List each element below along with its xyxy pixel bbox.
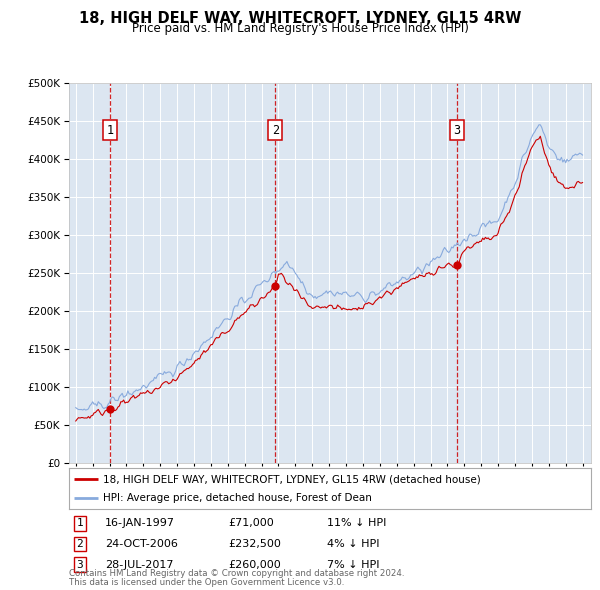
Text: Price paid vs. HM Land Registry's House Price Index (HPI): Price paid vs. HM Land Registry's House … <box>131 22 469 35</box>
Text: £260,000: £260,000 <box>228 560 281 569</box>
Text: 2: 2 <box>76 539 83 549</box>
Text: Contains HM Land Registry data © Crown copyright and database right 2024.: Contains HM Land Registry data © Crown c… <box>69 569 404 578</box>
Text: 11% ↓ HPI: 11% ↓ HPI <box>327 519 386 528</box>
Text: £71,000: £71,000 <box>228 519 274 528</box>
Text: This data is licensed under the Open Government Licence v3.0.: This data is licensed under the Open Gov… <box>69 578 344 587</box>
Text: 3: 3 <box>76 560 83 569</box>
Text: 16-JAN-1997: 16-JAN-1997 <box>105 519 175 528</box>
Text: £232,500: £232,500 <box>228 539 281 549</box>
Text: 18, HIGH DELF WAY, WHITECROFT, LYDNEY, GL15 4RW: 18, HIGH DELF WAY, WHITECROFT, LYDNEY, G… <box>79 11 521 25</box>
Text: 4% ↓ HPI: 4% ↓ HPI <box>327 539 380 549</box>
Text: 1: 1 <box>107 124 114 137</box>
Text: 1: 1 <box>76 519 83 528</box>
Text: 2: 2 <box>272 124 279 137</box>
Text: 18, HIGH DELF WAY, WHITECROFT, LYDNEY, GL15 4RW (detached house): 18, HIGH DELF WAY, WHITECROFT, LYDNEY, G… <box>103 474 481 484</box>
Text: 3: 3 <box>454 124 461 137</box>
Text: 24-OCT-2006: 24-OCT-2006 <box>105 539 178 549</box>
Text: 7% ↓ HPI: 7% ↓ HPI <box>327 560 380 569</box>
Text: HPI: Average price, detached house, Forest of Dean: HPI: Average price, detached house, Fore… <box>103 493 372 503</box>
Text: 28-JUL-2017: 28-JUL-2017 <box>105 560 173 569</box>
